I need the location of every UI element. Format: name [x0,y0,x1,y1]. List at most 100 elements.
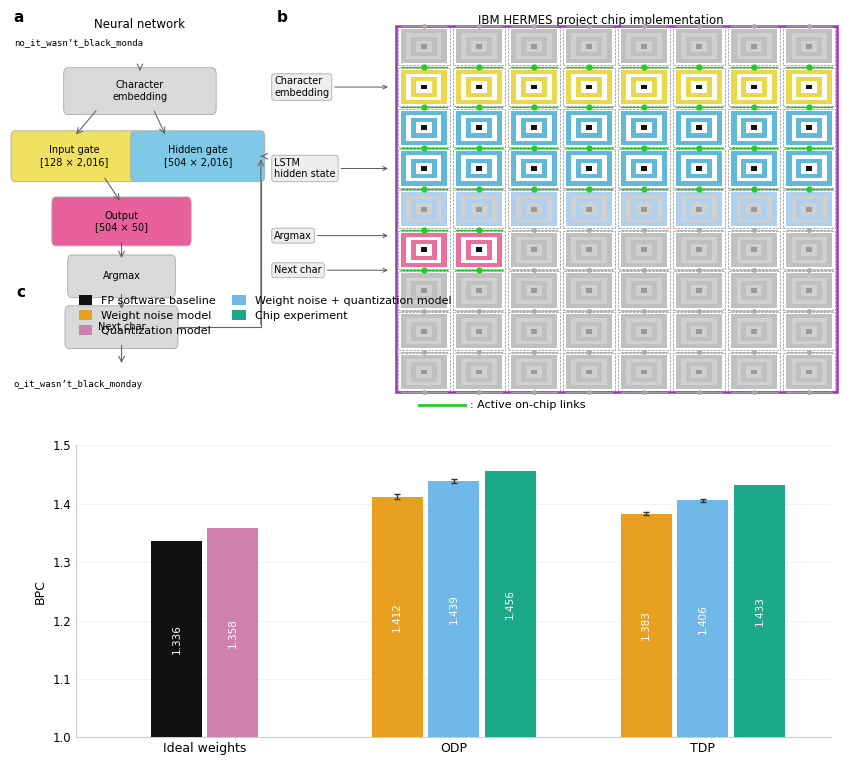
Bar [396,352,451,392]
Bar [566,192,612,227]
Bar [728,27,780,65]
Bar [686,200,712,219]
Bar [471,204,487,215]
Bar [741,322,767,341]
Bar [796,37,823,56]
Text: Character
embedding: Character embedding [274,76,387,98]
Bar [510,314,557,349]
Bar [750,84,757,90]
Bar [686,322,712,341]
Bar [621,514,672,737]
Bar [727,352,782,392]
Bar [471,366,487,378]
Bar [728,149,780,187]
Bar [461,114,497,141]
Bar [371,497,422,737]
Bar [572,318,606,344]
Bar [786,192,832,227]
Bar [616,148,672,189]
Bar [410,159,437,178]
Bar [686,281,712,300]
Bar [566,151,612,186]
Bar [676,111,722,145]
Bar [586,369,592,375]
Bar [631,281,657,300]
Bar [398,312,449,350]
Bar [461,237,497,263]
Bar [806,166,812,171]
Bar [627,359,661,385]
Bar [455,355,502,389]
Bar [471,163,487,174]
Bar [581,122,597,134]
Bar [572,359,606,385]
Bar [576,322,602,341]
Bar [728,190,780,228]
Bar [750,44,757,49]
Bar [801,41,817,52]
Text: LSTM
hidden state: LSTM hidden state [274,157,387,179]
Bar [782,230,837,270]
Bar [410,240,437,260]
Bar [461,277,497,303]
Bar [561,352,616,392]
Bar [508,149,560,187]
Bar [782,148,837,189]
Bar [727,148,782,189]
Bar [727,189,782,230]
Bar [673,149,725,187]
Bar [410,78,437,97]
Bar [796,200,823,219]
Bar [737,74,772,100]
Bar [416,122,432,134]
Bar [455,314,502,349]
Bar [510,355,557,389]
Bar [784,271,835,310]
Text: 1.433: 1.433 [755,596,764,626]
Bar [396,26,837,392]
Bar [510,233,557,267]
Bar [782,108,837,148]
Bar [618,68,670,106]
Bar [731,355,778,389]
Bar [531,247,538,253]
Bar [416,285,432,296]
Bar [673,353,725,391]
Bar [786,29,832,64]
Bar [691,163,706,174]
Bar [636,81,652,93]
Bar [561,270,616,311]
Bar [791,155,827,181]
Bar [531,84,538,90]
Bar [406,74,442,100]
Bar [686,159,712,178]
Bar [516,318,551,344]
Bar [784,27,835,65]
Bar [641,44,647,49]
Bar [631,362,657,382]
Bar [461,196,497,222]
Bar [396,108,451,148]
Bar [636,122,652,134]
Bar [586,207,592,212]
Bar [782,189,837,230]
Bar [466,37,492,56]
Bar [791,237,827,263]
Bar [576,240,602,260]
Bar [673,230,725,269]
FancyBboxPatch shape [11,131,137,182]
Bar [416,366,432,378]
Bar [451,148,506,189]
Bar [572,74,606,100]
Bar [566,233,612,267]
Text: Next char: Next char [98,323,145,333]
Bar [586,329,592,334]
Bar [784,108,835,147]
Text: Neural network: Neural network [94,18,186,31]
Bar [510,192,557,227]
Bar [506,26,561,67]
Bar [676,70,722,104]
Bar [521,281,547,300]
Bar [476,247,483,253]
Bar [455,29,502,64]
